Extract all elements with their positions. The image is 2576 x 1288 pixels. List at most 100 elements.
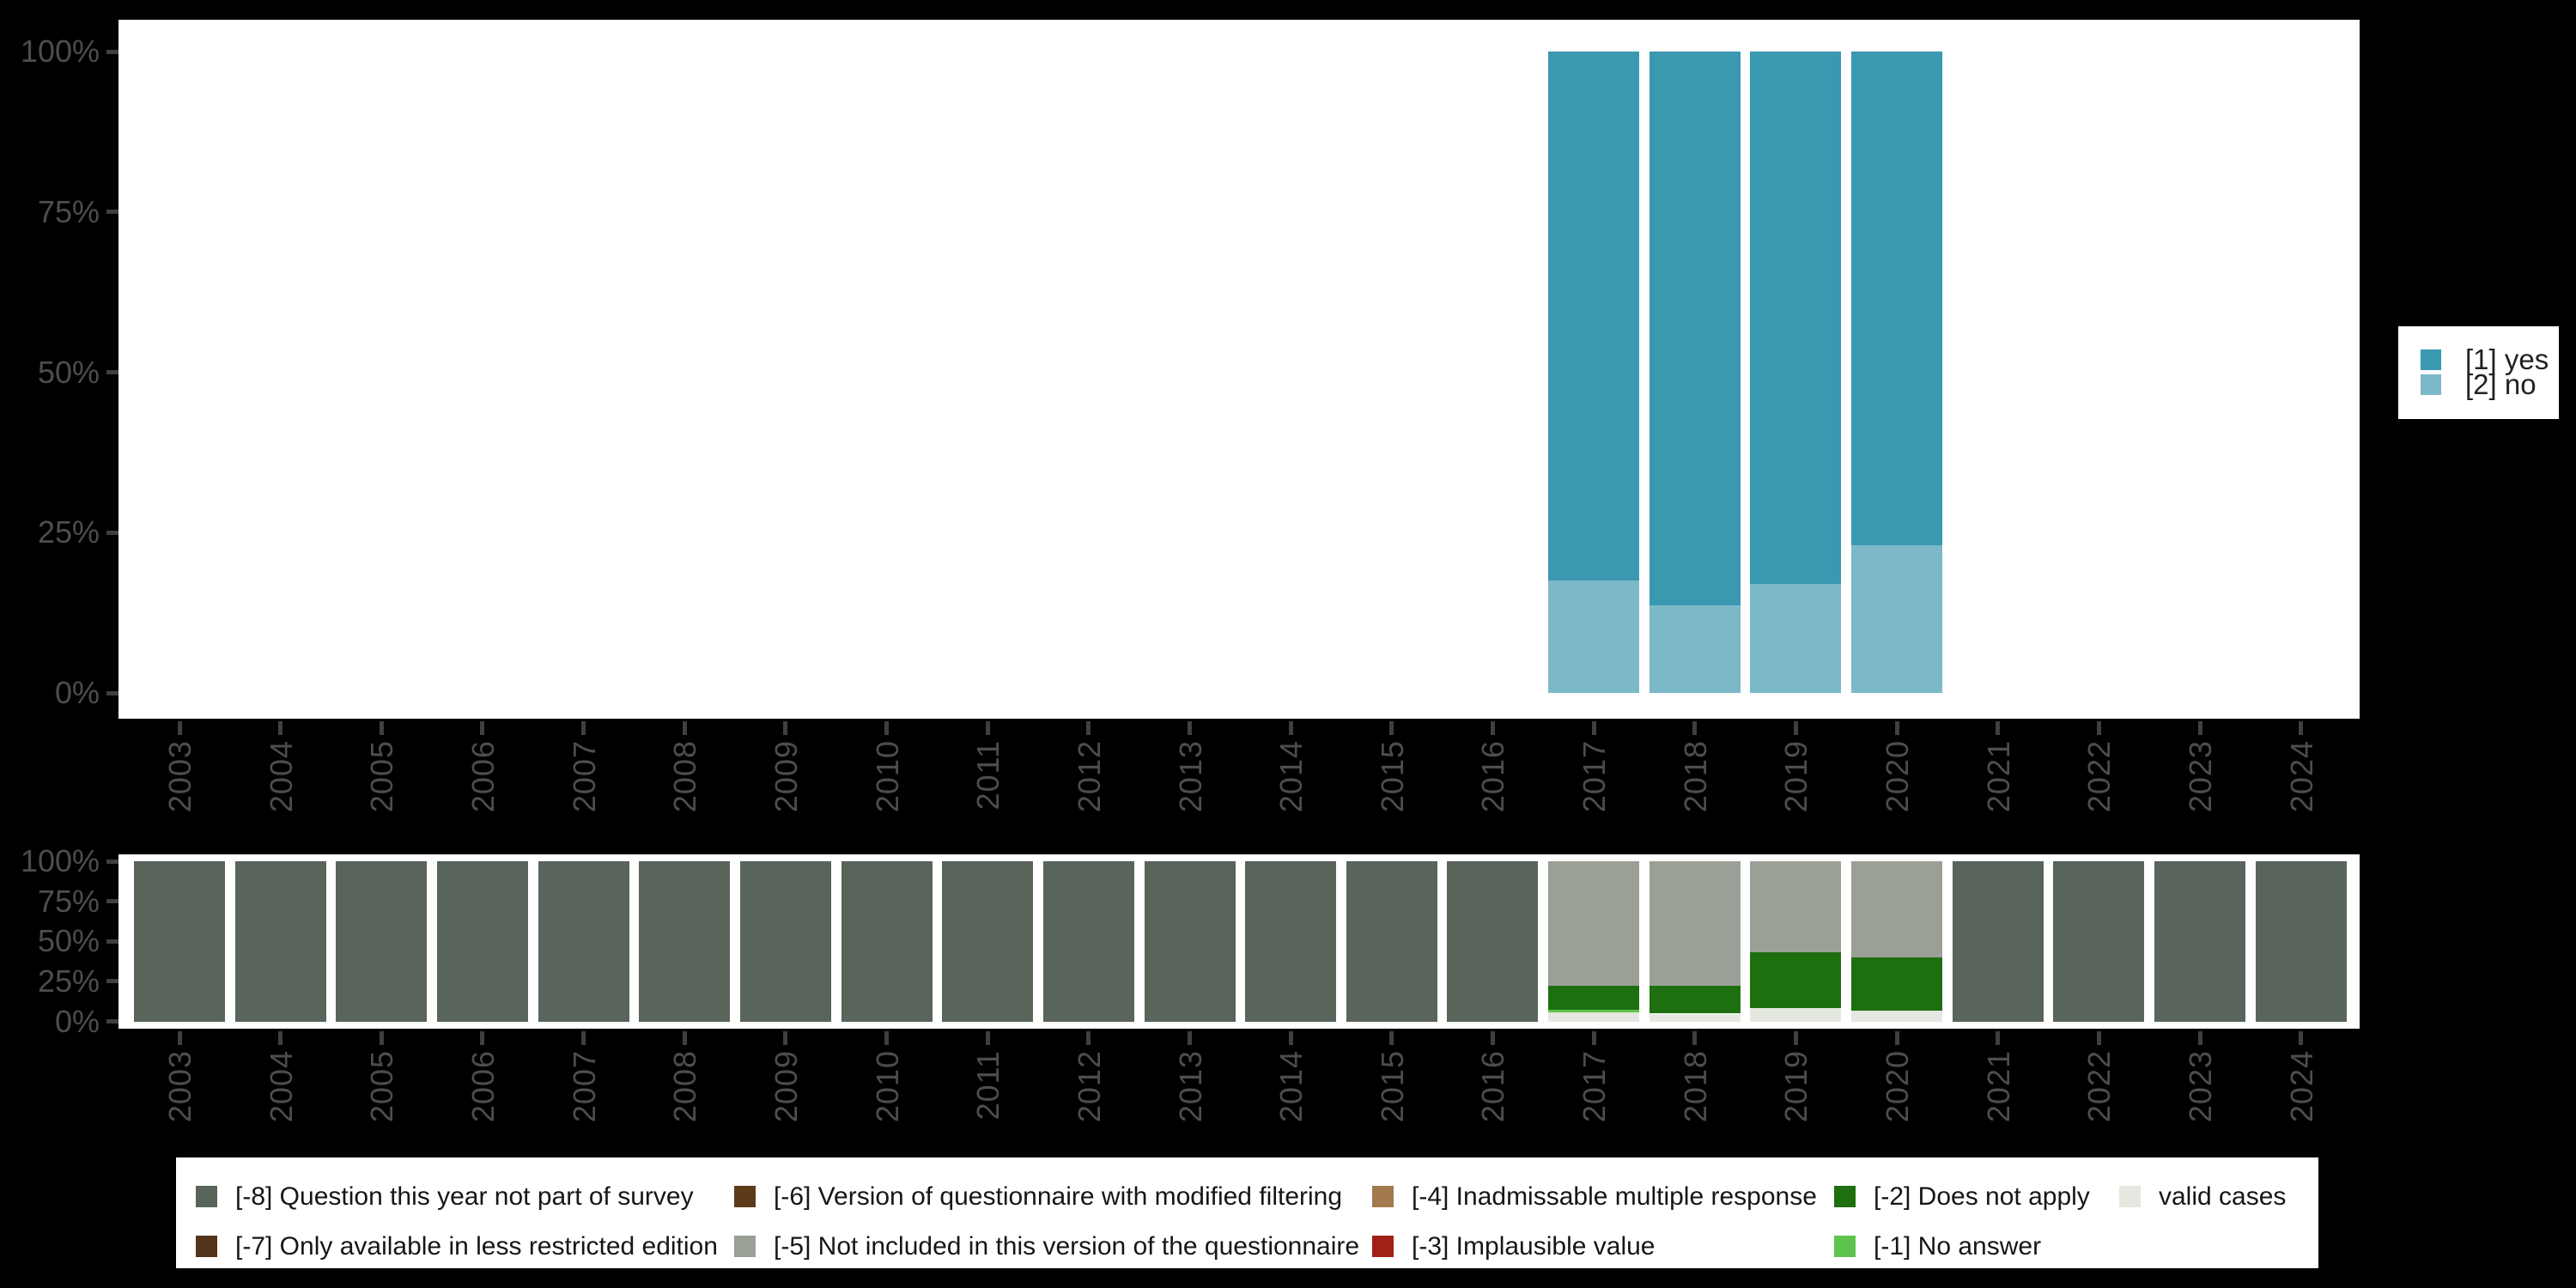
x-axis-tick (985, 721, 990, 735)
x-axis-label-2016: 2016 (1475, 740, 1511, 813)
bar-segment-2020-1-yes (1851, 52, 1943, 546)
bar-segment-2017-5-not-included-in-this-version-of-the-questionnaire (1548, 861, 1640, 986)
bar-segment-2011-8-question-this-year-not-part-of-survey (942, 861, 1034, 1022)
x-axis-tick (177, 1031, 182, 1045)
bar-segment-2015-8-question-this-year-not-part-of-survey (1346, 861, 1437, 1022)
x-axis-label-2023: 2023 (2183, 1050, 2218, 1123)
bar-segment-2009-8-question-this-year-not-part-of-survey (739, 861, 831, 1022)
legend-swatch-valid-cases (2119, 1186, 2141, 1207)
x-axis-label-2012: 2012 (1071, 1050, 1107, 1123)
x-axis-tick (1591, 1031, 1596, 1045)
bar-segment-2018-1-yes (1649, 52, 1741, 606)
x-axis-tick (1793, 1031, 1798, 1045)
y-axis-label: 100% (20, 843, 100, 878)
y-axis-tick (106, 1019, 118, 1024)
x-axis-tick (985, 1031, 990, 1045)
y-axis-tick (106, 859, 118, 864)
x-axis-label-2010: 2010 (869, 740, 905, 813)
legend-swatch-4-inadmissable-multiple-response (1372, 1186, 1394, 1207)
x-axis-tick (1591, 721, 1596, 735)
bar-segment-2020-5-not-included-in-this-version-of-the-questionnaire (1851, 861, 1943, 957)
legend-label-5-not-included-in-this-version-of-the-questionnaire: [-5] Not included in this version of the… (774, 1232, 1360, 1261)
x-axis-label-2021: 2021 (1980, 740, 2016, 813)
x-axis-tick (480, 721, 485, 735)
y-axis-label: 0% (54, 675, 100, 710)
x-axis-tick (1894, 1031, 1899, 1045)
x-axis-tick (1086, 1031, 1091, 1045)
legend-swatch-2-no (2421, 374, 2441, 395)
bar-segment-2020-2-does-not-apply (1851, 957, 1943, 1011)
x-axis-tick (1188, 721, 1192, 735)
x-axis-label-2016: 2016 (1475, 1050, 1511, 1123)
x-axis-label-2006: 2006 (465, 740, 501, 813)
y-axis-label: 25% (37, 514, 100, 550)
x-axis-tick (2096, 1031, 2101, 1045)
legend-label-8-question-this-year-not-part-of-survey: [-8] Question this year not part of surv… (235, 1182, 694, 1211)
x-axis-tick (379, 721, 384, 735)
x-axis-label-2014: 2014 (1273, 740, 1309, 813)
x-axis-label-2017: 2017 (1577, 1050, 1613, 1123)
x-axis-tick (2299, 1031, 2304, 1045)
x-axis-label-2017: 2017 (1577, 740, 1613, 813)
bar-segment-2017-valid-cases (1548, 1012, 1640, 1022)
y-axis-tick (106, 979, 118, 984)
bar-segment-2004-8-question-this-year-not-part-of-survey (234, 861, 326, 1022)
bar-segment-2018-2-does-not-apply (1649, 986, 1741, 1014)
bar-segment-2006-8-question-this-year-not-part-of-survey (436, 861, 528, 1022)
x-axis-label-2009: 2009 (768, 740, 804, 813)
bar-segment-2017-2-does-not-apply (1548, 986, 1640, 1011)
y-axis-tick (106, 939, 118, 944)
legend-label-6-version-of-questionnaire-with-modified-filtering: [-6] Version of questionnaire with modif… (774, 1182, 1343, 1211)
x-axis-label-2008: 2008 (667, 1050, 703, 1123)
x-axis-label-2004: 2004 (263, 1050, 299, 1123)
y-axis-tick (106, 370, 118, 374)
legend-swatch-7-only-available-in-less-restricted-edition (196, 1236, 217, 1257)
y-axis-tick (106, 899, 118, 904)
x-axis-tick (783, 721, 788, 735)
x-axis-label-2009: 2009 (768, 1050, 804, 1123)
x-axis-label-2022: 2022 (2081, 740, 2117, 813)
x-axis-label-2004: 2004 (263, 740, 299, 813)
x-axis-label-2021: 2021 (1980, 1050, 2016, 1123)
missing-values-legend: [-8] Question this year not part of surv… (176, 1157, 2318, 1268)
legend-label-2-does-not-apply: [-2] Does not apply (1874, 1182, 2090, 1211)
bar-segment-2019-1-yes (1750, 52, 1842, 584)
x-axis-label-2020: 2020 (1880, 1050, 1916, 1123)
x-axis-label-2018: 2018 (1677, 1050, 1713, 1123)
bar-segment-2019-2-does-not-apply (1750, 952, 1842, 1008)
x-axis-tick (581, 721, 586, 735)
bar-segment-2018-2-no (1649, 605, 1741, 693)
x-axis-label-2023: 2023 (2183, 740, 2218, 813)
x-axis-label-2011: 2011 (970, 1050, 1006, 1121)
x-axis-tick (480, 1031, 485, 1045)
y-axis-label: 100% (20, 33, 100, 69)
legend-label-1-yes: [1] yes (2465, 343, 2549, 375)
bar-segment-2005-8-question-this-year-not-part-of-survey (336, 861, 428, 1022)
legend-swatch-8-question-this-year-not-part-of-survey (196, 1186, 217, 1207)
x-axis-tick (682, 1031, 687, 1045)
y-axis-label: 75% (37, 883, 100, 919)
bar-segment-2024-8-question-this-year-not-part-of-survey (2255, 861, 2347, 1022)
x-axis-tick (2197, 1031, 2202, 1045)
x-axis-tick (884, 1031, 890, 1045)
x-axis-label-2020: 2020 (1880, 740, 1916, 813)
x-axis-tick (1490, 1031, 1495, 1045)
legend-label-7-only-available-in-less-restricted-edition: [-7] Only available in less restricted e… (235, 1232, 718, 1261)
bar-segment-2012-8-question-this-year-not-part-of-survey (1042, 861, 1134, 1022)
y-axis-label: 25% (37, 963, 100, 999)
x-axis-label-2012: 2012 (1071, 740, 1107, 813)
legend-swatch-1-yes (2421, 349, 2441, 370)
x-axis-label-2003: 2003 (162, 740, 197, 813)
values-legend: [1] yes [2] no (2398, 326, 2559, 419)
x-axis-tick (581, 1031, 586, 1045)
x-axis-tick (2096, 721, 2101, 735)
legend-swatch-1-no-answer (1834, 1236, 1856, 1257)
bar-segment-2023-8-question-this-year-not-part-of-survey (2154, 861, 2245, 1022)
x-axis-label-2019: 2019 (1778, 740, 1814, 813)
y-axis-label: 75% (37, 193, 100, 229)
x-axis-tick (1996, 1031, 2001, 1045)
x-axis-label-2005: 2005 (364, 1050, 400, 1123)
bar-segment-2010-8-question-this-year-not-part-of-survey (841, 861, 933, 1022)
x-axis-label-2014: 2014 (1273, 1050, 1309, 1123)
